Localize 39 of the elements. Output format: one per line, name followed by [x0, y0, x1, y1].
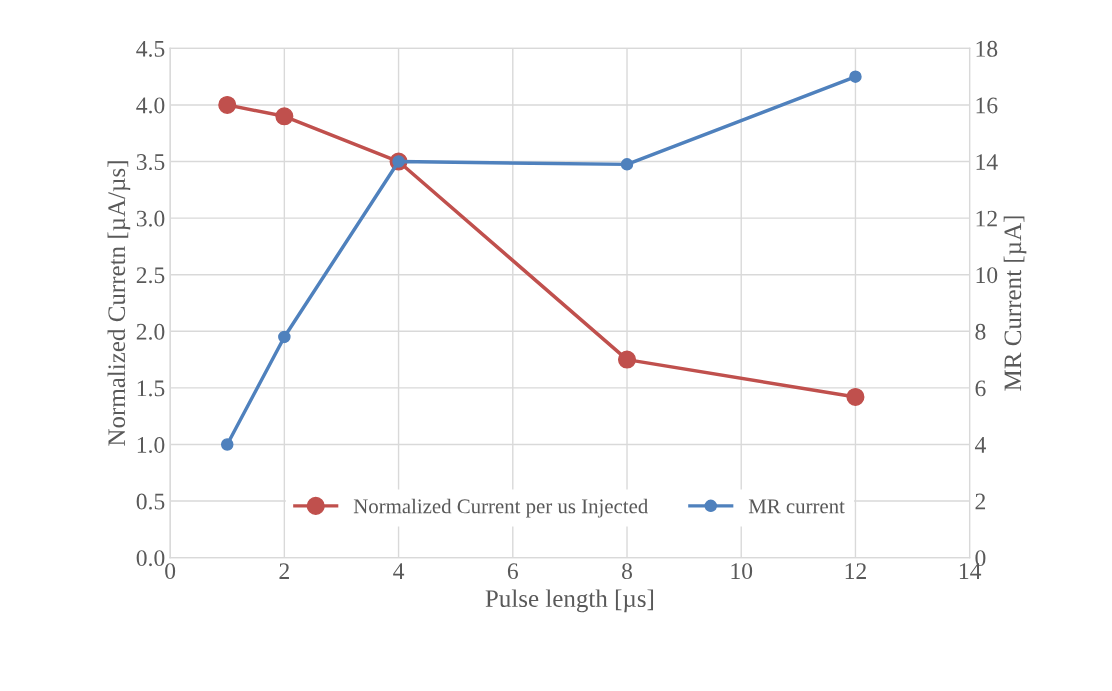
y2-axis-title: MR Current [µA]	[1003, 216, 1027, 391]
y-tick-label: 3.5	[136, 154, 165, 171]
legend-label: Normalized Current per us Injected	[353, 498, 649, 518]
y-tick-label: 0.5	[136, 493, 165, 510]
y2-tick-label: 14	[976, 154, 998, 170]
x-tick-label: 6	[507, 563, 518, 580]
y2-tick-label: 4	[974, 437, 986, 453]
x-tick-label: 2	[279, 563, 289, 579]
point	[278, 330, 291, 344]
y2-tick-label: 8	[975, 323, 986, 340]
y-tick-label: 3.0	[136, 210, 165, 227]
y-tick-label: 2.5	[136, 267, 165, 284]
x-tick-label: 10	[731, 563, 753, 580]
y2-tick-label: 12	[976, 210, 997, 227]
point	[846, 387, 865, 406]
y-tick-label: 4.0	[136, 97, 165, 114]
y-tick-label: 2.0	[136, 323, 165, 340]
y2-tick-label: 18	[976, 40, 998, 57]
point	[620, 158, 634, 171]
point	[220, 438, 234, 451]
y2-tick-label: 2	[975, 493, 986, 510]
x-tick-label: 12	[845, 563, 866, 579]
y-tick-label: 1.5	[137, 380, 165, 397]
point	[218, 95, 237, 114]
y-tick-label: 0.0	[136, 550, 165, 567]
x-tick-label: 8	[622, 563, 633, 580]
legend-label: MR current	[748, 499, 845, 514]
point	[275, 107, 294, 126]
y2-tick-label: 10	[976, 267, 998, 284]
y-tick-label: 4.5	[136, 41, 165, 57]
point	[849, 70, 862, 83]
point	[617, 350, 637, 369]
y2-tick-label: 6	[975, 380, 986, 397]
y2-tick-label: 16	[976, 97, 998, 114]
x-tick-label: 4	[393, 563, 405, 579]
y-axis-title: Normalized Curretn [µA/µs]	[107, 161, 131, 446]
y-tick-label: 1.0	[137, 436, 165, 453]
x-axis-title: Pulse length [µs]	[485, 589, 654, 613]
x-tick-label: 0	[165, 563, 176, 580]
